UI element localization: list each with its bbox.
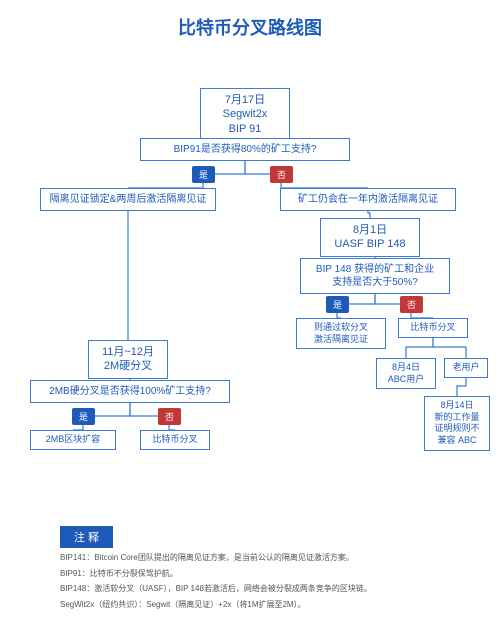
node-n_fork2: 比特币分叉 <box>398 318 468 338</box>
node-n_start: 7月17日Segwit2xBIP 91 <box>200 88 290 141</box>
pill-p_yes2: 是 <box>326 296 349 313</box>
annotation-block: 注 释 BIP141：Bitcoin Core团队提出的隔离见证方案，是当前公认… <box>60 526 460 615</box>
node-n_old: 老用户 <box>444 358 488 378</box>
node-n_2mb: 2MB区块扩容 <box>30 430 116 450</box>
pill-p_yes3: 是 <box>72 408 95 425</box>
pill-p_no3: 否 <box>158 408 181 425</box>
node-n_2m: 11月~12月2M硬分叉 <box>88 340 168 379</box>
node-n_aug14: 8月14日新的工作量证明规则不兼容 ABC <box>424 396 490 451</box>
node-n_abc: 8月4日ABC用户 <box>376 358 436 389</box>
node-n_fork1: 比特币分叉 <box>140 430 210 450</box>
node-n_q3: 2MB硬分叉是否获得100%矿工支持? <box>30 380 230 403</box>
page-title: 比特币分叉路线图 <box>0 0 500 50</box>
pill-p_no2: 否 <box>400 296 423 313</box>
annotation-line-0: BIP141：Bitcoin Core团队提出的隔离见证方案，是当前公认的隔离见… <box>60 553 460 563</box>
annotation-line-2: BIP148：激活软分叉（UASF），BIP 148若激活后，网络会被分裂成两条… <box>60 584 460 594</box>
annotation-title: 注 释 <box>60 526 113 548</box>
node-n_q2: BIP 148 获得的矿工和企业支持是否大于50%? <box>300 258 450 294</box>
node-n_soft: 则通过软分叉激活隔离见证 <box>296 318 386 349</box>
pill-p_no1: 否 <box>270 166 293 183</box>
pill-p_yes1: 是 <box>192 166 215 183</box>
node-n_uasf: 8月1日UASF BIP 148 <box>320 218 420 257</box>
node-n_left1: 隔离见证锁定&两周后激活隔离见证 <box>40 188 216 211</box>
annotation-line-1: BIP91：比特币不分裂保驾护航。 <box>60 569 460 579</box>
node-n_right1: 矿工仍会在一年内激活隔离见证 <box>280 188 456 211</box>
annotation-line-3: SegWit2x（纽约共识）：Segwit（隔离见证）+2x（将1M扩展至2M）… <box>60 600 460 610</box>
node-n_q1: BIP91是否获得80%的矿工支持? <box>140 138 350 161</box>
